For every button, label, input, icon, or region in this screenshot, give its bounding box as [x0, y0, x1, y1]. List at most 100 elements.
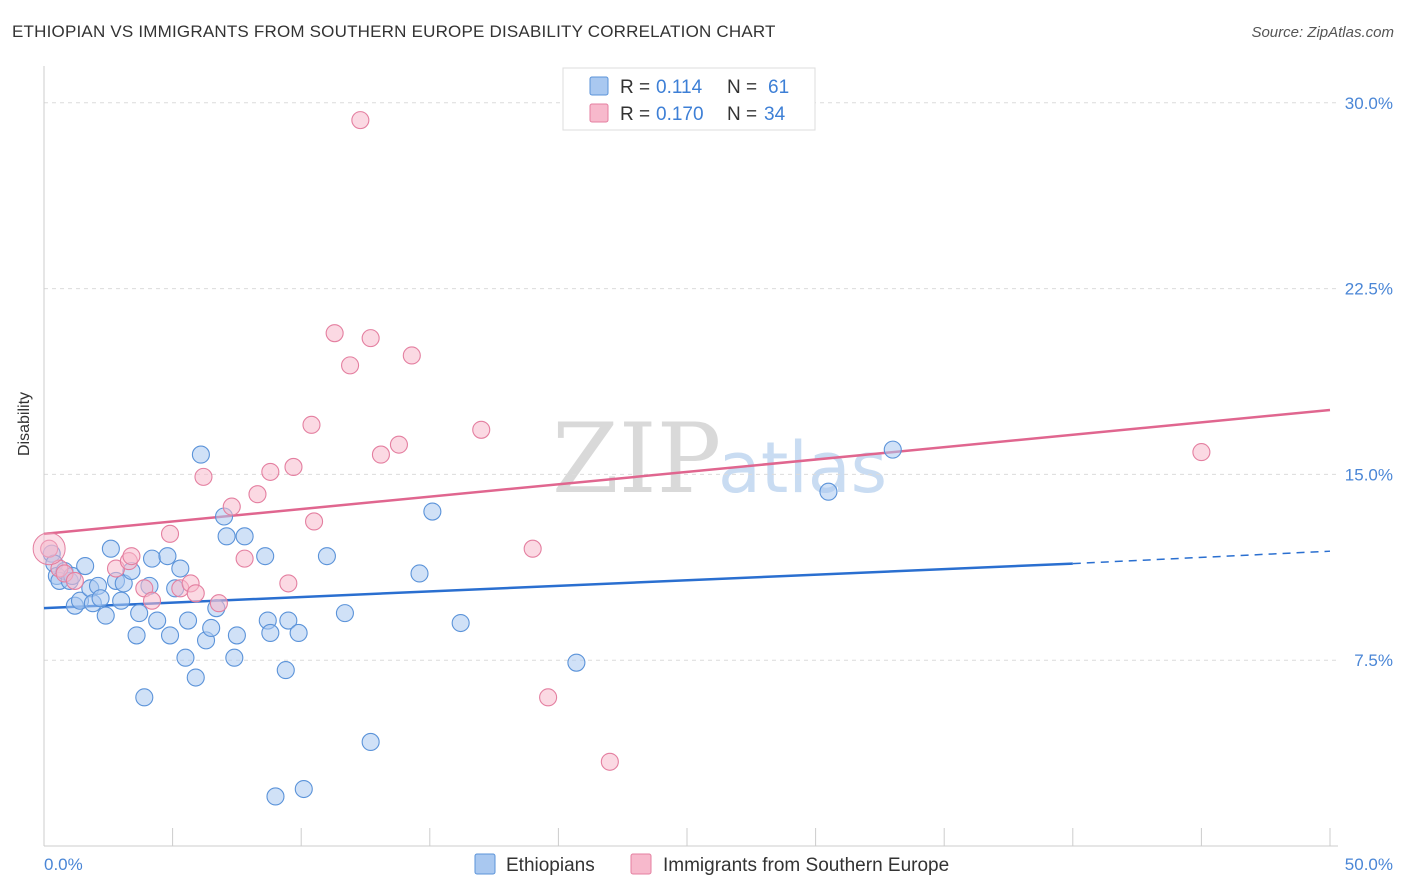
ethiopians-point: [148, 611, 167, 630]
bottom-legend-swatch-ethiopians: [474, 853, 496, 875]
ethiopians-point: [335, 604, 354, 623]
southern-europe-point: [160, 524, 180, 543]
bottom-legend: Ethiopians Immigrants from Southern Euro…: [474, 853, 949, 876]
southern-europe-point: [600, 752, 619, 771]
chart-title: ETHIOPIAN VS IMMIGRANTS FROM SOUTHERN EU…: [12, 22, 776, 41]
ethiopians-point: [135, 688, 154, 707]
legend-n-value: 34: [764, 104, 786, 125]
ethiopians-point: [91, 589, 110, 608]
ethiopians-point: [317, 547, 336, 566]
ethiopians-point: [127, 626, 146, 645]
southern-europe-point: [305, 512, 324, 531]
southern-europe-point: [402, 346, 421, 365]
ethiopians-point: [76, 557, 95, 576]
ethiopians-point: [883, 440, 902, 459]
ethiopians-point: [266, 787, 285, 806]
legend-r-value: 0.114: [656, 77, 703, 98]
southern-europe-point: [341, 356, 360, 375]
southern-europe-point: [361, 329, 380, 348]
gridlines: [44, 102, 1338, 661]
southern-europe-point: [302, 415, 321, 434]
ethiopians-point: [225, 648, 244, 667]
southern-europe-point: [235, 549, 254, 568]
ethiopians-point: [423, 502, 442, 521]
southern-europe-point: [248, 485, 267, 504]
data-points: [32, 111, 1211, 806]
legend-n-label: N =: [727, 77, 757, 98]
ethiopians-point: [279, 611, 298, 630]
ethiopians-point: [142, 549, 162, 568]
southern-europe-point: [209, 594, 228, 613]
legend-r-label: R =: [620, 104, 650, 125]
legend-n-label: N =: [727, 104, 757, 125]
southern-europe-point: [284, 457, 303, 477]
bottom-legend-swatch-southern-europe: [630, 853, 652, 875]
southern-europe-point: [1192, 443, 1211, 462]
ethiopians-point: [227, 626, 246, 645]
legend-swatch-ethiopians: [589, 76, 609, 96]
ethiopians-point: [217, 527, 236, 546]
legend-n-value: 61: [768, 77, 789, 98]
legend-r-label: R =: [620, 77, 650, 98]
southern-europe-point: [325, 324, 344, 343]
southern-europe-trend-line: [43, 408, 1331, 536]
ethiopians-point: [178, 611, 198, 630]
southern-europe-point: [65, 571, 84, 590]
southern-europe-point: [389, 435, 408, 454]
southern-europe-point: [122, 547, 141, 566]
southern-europe-point: [539, 688, 558, 707]
y-tick-label: 7.5%: [1354, 651, 1393, 670]
ethiopians-point: [819, 482, 838, 501]
ethiopians-point: [256, 547, 275, 566]
ethiopians-point: [101, 539, 120, 558]
ethiopians-point: [567, 653, 586, 672]
southern-europe-point: [32, 532, 66, 566]
southern-europe-point: [222, 497, 241, 516]
ethiopians-point: [276, 661, 295, 680]
ethiopians-point: [130, 604, 149, 623]
y-tick-label: 22.5%: [1345, 280, 1393, 299]
southern-europe-point: [279, 574, 298, 593]
ethiopians-point: [96, 606, 115, 625]
x-tick-label-min: 0.0%: [44, 855, 83, 874]
tick-labels: 7.5% 15.0% 22.5% 30.0% 0.0% 50.0%: [44, 94, 1393, 874]
source-label: Source: ZipAtlas.com: [1251, 24, 1394, 41]
y-tick-label: 15.0%: [1345, 465, 1393, 484]
bottom-legend-label-ethiopians: Ethiopians: [506, 855, 595, 876]
ethiopians-point: [235, 527, 254, 546]
southern-europe-point: [472, 420, 491, 439]
ethiopians-point: [410, 564, 429, 583]
ethiopians-point: [294, 779, 313, 799]
ethiopians-point: [158, 547, 177, 566]
southern-europe-point: [186, 584, 205, 603]
top-legend: R = 0.114 N = 61 R = 0.170 N = 34: [562, 67, 816, 131]
x-tick-label-max: 50.0%: [1345, 855, 1393, 874]
watermark-atlas: atlas: [718, 427, 887, 509]
ethiopians-point: [202, 618, 221, 638]
southern-europe-point: [142, 591, 162, 610]
ethiopians-point: [289, 623, 308, 642]
ethiopians-point: [171, 559, 190, 578]
legend-r-value: 0.170: [656, 104, 704, 125]
ethiopians-point: [451, 613, 470, 633]
ethiopians-point: [191, 445, 210, 464]
legend-swatch-southern-europe: [589, 103, 609, 123]
bottom-legend-label-southern-europe: Immigrants from Southern Europe: [663, 855, 949, 876]
southern-europe-point: [40, 539, 59, 558]
y-tick-label: 30.0%: [1345, 94, 1393, 113]
ethiopians-point: [112, 591, 131, 610]
ethiopians-point: [160, 626, 180, 645]
ethiopians-point: [176, 648, 195, 667]
axes: [43, 66, 1338, 847]
ethiopians-trend-extension: [1072, 550, 1331, 565]
southern-europe-point: [351, 111, 370, 130]
southern-europe-point: [523, 539, 542, 558]
watermark-zip: ZIP: [552, 403, 721, 515]
ethiopians-point: [361, 732, 380, 751]
ethiopians-point: [186, 668, 205, 687]
southern-europe-point: [371, 445, 390, 464]
ethiopians-point: [261, 623, 280, 642]
southern-europe-point: [194, 467, 213, 486]
southern-europe-point: [261, 462, 280, 481]
